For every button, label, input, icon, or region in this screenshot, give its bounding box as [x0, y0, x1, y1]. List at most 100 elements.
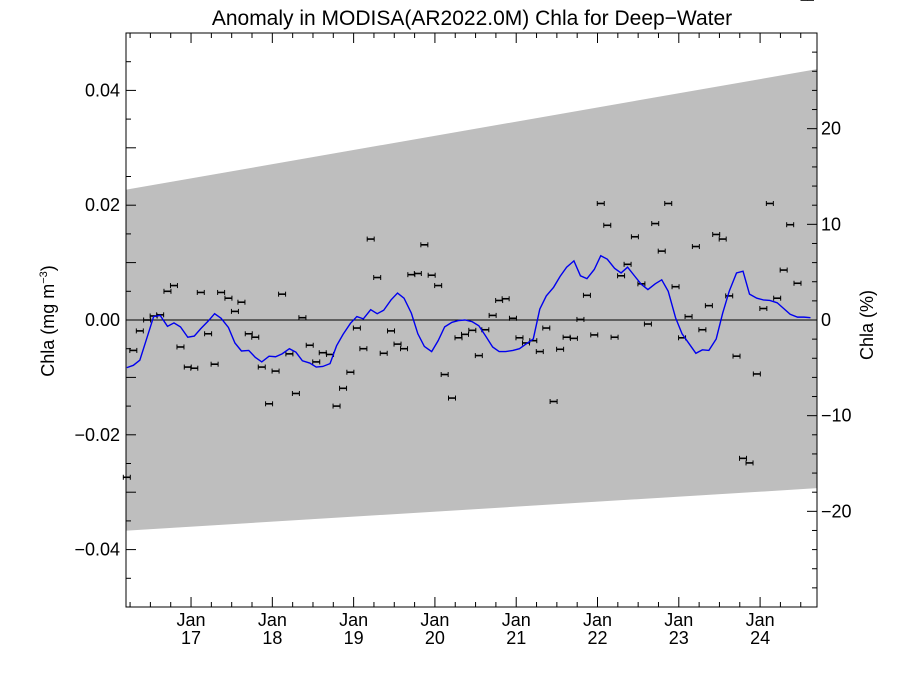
data-point: [434, 283, 443, 289]
data-point: [169, 283, 178, 289]
data-point: [204, 331, 213, 337]
data-point: [427, 272, 436, 278]
data-point: [346, 369, 355, 375]
data-point: [122, 474, 131, 480]
data-point: [590, 332, 599, 338]
data-point: [718, 236, 727, 242]
data-point: [196, 289, 205, 295]
x-tick-label-month: Jan: [258, 610, 287, 630]
data-point: [265, 401, 274, 407]
data-point: [617, 273, 626, 279]
data-point: [759, 306, 768, 312]
data-point: [420, 242, 429, 248]
data-point: [651, 221, 660, 227]
data-point: [657, 248, 666, 254]
data-point: [224, 295, 233, 301]
right-y-tick-label: 10: [821, 214, 841, 234]
data-point: [542, 325, 551, 331]
data-point: [556, 346, 565, 352]
data-point: [508, 315, 517, 321]
data-point: [515, 335, 524, 341]
right-y-tick-label: 20: [821, 119, 841, 139]
data-point: [305, 342, 314, 348]
left-y-tick-label: 0.04: [85, 80, 120, 100]
data-point: [569, 335, 578, 341]
left-y-axis-label-close: ): [38, 265, 58, 271]
data-point: [210, 361, 219, 367]
data-point: [488, 312, 497, 318]
data-point: [643, 321, 652, 327]
x-tick-label-year: 23: [669, 628, 689, 648]
data-point: [237, 299, 246, 305]
data-point: [765, 200, 774, 206]
data-point: [468, 327, 477, 333]
data-point: [230, 308, 239, 314]
data-point: [610, 334, 619, 340]
left-y-axis-label-exponent: −3: [38, 271, 50, 284]
data-point: [379, 350, 388, 356]
x-tick-label-year: 24: [750, 628, 770, 648]
data-point: [773, 295, 782, 301]
data-point: [671, 284, 680, 290]
data-point: [698, 327, 707, 333]
x-tick-label-month: Jan: [339, 610, 368, 630]
right-y-axis-label: Chla (%): [857, 290, 877, 360]
left-y-axis: 0.04 0.02 0.00 −0.02 −0.04: [74, 32, 136, 608]
data-point: [135, 328, 144, 334]
right-y-tick-label: 0: [821, 310, 831, 330]
x-tick-label-year: 19: [344, 628, 364, 648]
data-point: [779, 267, 788, 273]
data-point: [440, 372, 449, 378]
data-point: [725, 293, 734, 299]
data-point: [582, 292, 591, 298]
x-tick-label-month: Jan: [502, 610, 531, 630]
data-point: [474, 353, 483, 359]
data-point: [285, 351, 294, 357]
chart-title: Anomaly in MODISA(AR2022.0M) Chla for De…: [212, 7, 732, 30]
data-point: [366, 236, 375, 242]
data-point: [691, 244, 700, 250]
data-point: [712, 231, 721, 237]
x-tick-label-year: 18: [262, 628, 282, 648]
data-point: [793, 280, 802, 286]
data-point: [387, 328, 396, 334]
data-point: [603, 222, 612, 228]
right-y-tick-label: −10: [821, 406, 852, 426]
data-point: [298, 315, 307, 321]
data-point: [704, 303, 713, 309]
data-point: [400, 346, 409, 352]
data-point: [664, 200, 673, 206]
data-point: [752, 371, 761, 377]
left-y-tick-label: −0.02: [74, 425, 120, 445]
x-tick-label-month: Jan: [664, 610, 693, 630]
right-y-axis: 20 10 0 −10 −20: [807, 32, 852, 608]
data-point: [684, 314, 693, 320]
running-mean-line: [126, 254, 811, 369]
data-point: [549, 399, 558, 405]
data-point: [291, 390, 300, 396]
data-point: [786, 222, 795, 228]
data-point: [393, 341, 402, 347]
data-point: [745, 460, 754, 466]
x-tick-label-year: 20: [425, 628, 445, 648]
left-y-axis-label-text: Chla (mg m: [38, 284, 58, 377]
data-point: [732, 353, 741, 359]
x-tick-label-month: Jan: [746, 610, 775, 630]
data-point: [576, 316, 585, 322]
data-point: [257, 364, 266, 370]
data-point: [630, 234, 639, 240]
left-y-tick-label: 0.02: [85, 195, 120, 215]
x-tick-label-month: Jan: [420, 610, 449, 630]
data-point: [447, 395, 456, 401]
left-y-tick-label: 0.00: [85, 310, 120, 330]
x-tick-label-year: 17: [181, 628, 201, 648]
data-point: [623, 261, 632, 267]
data-point: [739, 455, 748, 461]
right-y-tick-label: −20: [821, 501, 852, 521]
data-point: [339, 385, 348, 391]
left-y-axis-label: Chla (mg m−3): [38, 265, 58, 377]
data-point: [278, 291, 287, 297]
data-point: [373, 275, 382, 281]
